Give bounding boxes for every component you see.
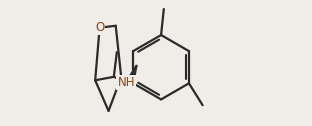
Text: O: O xyxy=(95,21,104,34)
Text: NH: NH xyxy=(117,76,135,89)
